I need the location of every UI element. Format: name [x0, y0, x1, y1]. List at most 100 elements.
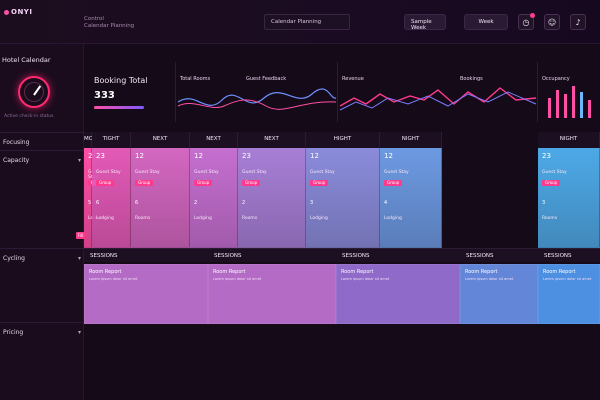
booking-tag: Rooms [542, 216, 558, 221]
calendar-day-cell[interactable]: 12 Guest Stay Group 3 Lodging [306, 148, 380, 248]
chevron-down-icon: ▾ [77, 329, 81, 336]
booking-chip[interactable]: Group [194, 180, 213, 186]
sidebar-item-focusing[interactable]: Focusing [0, 132, 84, 152]
sidebar-item-capacity[interactable]: Capacity ▾ [0, 150, 84, 170]
chevron-down-icon: ▾ [77, 157, 81, 164]
kpi-card[interactable]: Total Rooms Guest Feedback [176, 62, 338, 122]
bell-icon[interactable]: ♪ [570, 14, 586, 30]
kpi-label: Revenue [342, 76, 364, 82]
session-card-title: Room Report [465, 269, 498, 275]
session-card[interactable]: Room Report Lorem ipsum dolor sit amet [84, 264, 208, 324]
session-card-title: Room Report [89, 269, 122, 275]
session-card-title: Room Report [341, 269, 374, 275]
booking-tag: Rooms [242, 216, 258, 221]
occupancy-gauge [18, 76, 50, 108]
section-header[interactable]: SESSIONS [208, 248, 336, 262]
day-column-header[interactable]: NEXT [238, 132, 306, 148]
session-card[interactable]: Room Report Lorem ipsum dolor sit amet [208, 264, 336, 324]
booking-tag: Lodging [310, 216, 328, 221]
section-header[interactable]: SESSIONS [84, 248, 208, 262]
booking-chip[interactable]: Group [310, 180, 329, 186]
session-card-text: Lorem ipsum dolor sit amet [341, 277, 390, 281]
session-card[interactable]: Room Report Lorem ipsum dolor sit amet [460, 264, 538, 324]
logo-icon [4, 9, 9, 15]
search-input[interactable]: Calendar Planning [264, 14, 350, 30]
day-date: 12 [310, 152, 319, 160]
kpi-label: Bookings [460, 76, 483, 82]
day-date: 12 [194, 152, 203, 160]
booking-tag: Rooms [135, 216, 151, 221]
user-icon[interactable]: ☺ [544, 14, 560, 30]
day-date: 12 [135, 152, 144, 160]
week-toggle[interactable]: Week [464, 14, 508, 30]
notification-dot [530, 13, 535, 18]
section-header[interactable]: SESSIONS [336, 248, 460, 262]
session-card[interactable]: Room Report Lorem ipsum dolor sit amet [538, 264, 600, 324]
clock-icon[interactable]: ◷ [518, 13, 535, 30]
revenue-line-chart [339, 87, 537, 111]
day-date: 12 [384, 152, 393, 160]
kpi-card[interactable]: Occupancy [538, 62, 600, 122]
calendar-day-cell[interactable]: 12 Guest Stay Group 6 Rooms [131, 148, 190, 248]
session-card[interactable]: Room Report Lorem ipsum dolor sit amet [336, 264, 460, 324]
day-column-header[interactable]: NEXT [131, 132, 190, 148]
day-date: 23 [542, 152, 551, 160]
section-header[interactable]: SESSIONS [538, 248, 600, 262]
booking-chip[interactable]: Group [384, 180, 403, 186]
day-column-header[interactable]: NIGHT [538, 132, 600, 148]
booking-tag: Lodging [384, 216, 402, 221]
booking-chip[interactable]: Group [542, 180, 561, 186]
booking-chip[interactable]: Group [135, 180, 154, 186]
top-navigation: ONYI Control Calendar Planning Calendar … [0, 0, 600, 44]
calendar-day-cell[interactable]: 23 Guest Stay Group 6 Lodging [92, 148, 131, 248]
booking-chip[interactable]: Group [96, 180, 115, 186]
day-column-header[interactable]: TIGHT [92, 132, 131, 148]
cell-line: Guest Stay [96, 170, 121, 175]
gauge-caption: Active check-in status [4, 114, 54, 119]
kpi-label: Occupancy [542, 76, 570, 82]
sidebar-item-pricing[interactable]: Pricing ▾ [0, 322, 84, 342]
chevron-down-icon: ▾ [77, 255, 81, 262]
cell-line: Guest Stay [384, 170, 409, 175]
session-card-text: Lorem ipsum dolor sit amet [543, 277, 592, 281]
booking-count: 2 [242, 200, 246, 206]
breadcrumb-item[interactable]: Calendar Planning [84, 23, 135, 29]
day-column-header[interactable]: NEXT [190, 132, 238, 148]
kpi-label: Booking Total [94, 76, 148, 85]
week-selector[interactable]: Sample Week [404, 14, 446, 31]
booking-count: 4 [384, 200, 388, 206]
calendar-day-cell[interactable]: 23 Guest Stay Group 2 Rooms [238, 148, 306, 248]
session-card-title: Room Report [213, 269, 246, 275]
kpi-bar [94, 106, 144, 109]
cell-line: Guest Stay [135, 170, 160, 175]
booking-count: 3 [310, 200, 314, 206]
session-card-title: Room Report [543, 269, 576, 275]
day-column-header[interactable]: MONDAY [84, 132, 108, 148]
booking-count: 2 [194, 200, 198, 206]
cell-line: Guest Stay [542, 170, 567, 175]
day-column-header[interactable]: NIGHT [380, 132, 442, 148]
trend-line-chart [177, 88, 337, 110]
day-column-header[interactable]: HIGHT [306, 132, 380, 148]
section-header[interactable]: SESSIONS [460, 248, 538, 262]
cell-line: Guest Stay [194, 170, 219, 175]
sidebar-item-cycling[interactable]: Cycling ▾ [0, 248, 84, 268]
session-card-text: Lorem ipsum dolor sit amet [89, 277, 138, 281]
booking-tag: Lodging [96, 216, 114, 221]
sidebar: Hotel Calendar Active check-in status Fo… [0, 44, 84, 400]
kpi-value: 333 [94, 90, 115, 101]
booking-count: 3 [542, 200, 546, 206]
sidebar-title: Hotel Calendar [2, 56, 51, 64]
calendar-day-cell[interactable]: 12 Guest Stay Group 2 Lodging [190, 148, 238, 248]
day-date: 23 [242, 152, 251, 160]
calendar-day-cell[interactable]: 23 Guest Stay Group 3 Rooms [538, 148, 600, 248]
breadcrumb-item[interactable]: Control [84, 16, 104, 22]
calendar-grid: MONDAYTIGHTNEXTNEXTNEXTHIGHTNIGHTNIGHT 2… [75, 132, 600, 400]
booking-tag: Lodging [194, 216, 212, 221]
kpi-card[interactable]: Revenue Bookings [338, 62, 538, 122]
kpi-label: Guest Feedback [246, 76, 287, 82]
booking-chip[interactable]: Group [242, 180, 261, 186]
booking-total-card[interactable]: Booking Total 333 [84, 62, 176, 122]
calendar-day-cell[interactable]: 12 Guest Stay Group 4 Lodging [380, 148, 442, 248]
